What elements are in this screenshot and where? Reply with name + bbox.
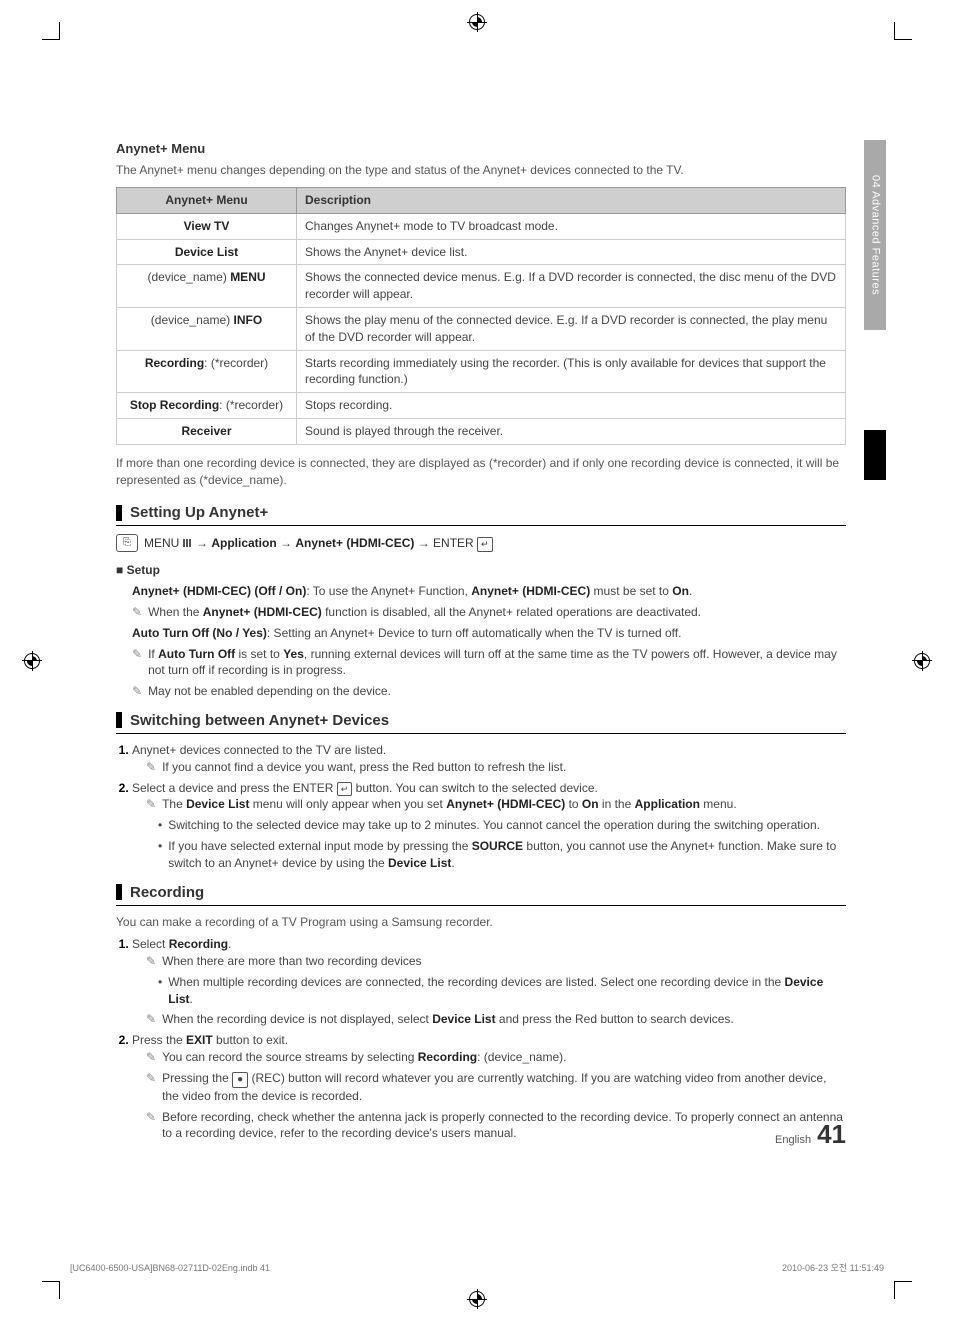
switch-tip2: The Device List menu will only appear wh… [162,796,737,813]
page-lang: English [775,1133,811,1148]
anynet-menu-desc: The Anynet+ menu changes depending on th… [116,162,846,179]
switch-b1: Switching to the selected device may tak… [168,817,820,834]
note-after-table: If more than one recording device is con… [116,455,846,489]
side-tab: 04 Advanced Features [864,140,886,330]
rec-step1: Select Recording. [132,937,231,951]
rec-tip2: When the recording device is not display… [162,1011,734,1028]
switch-step1: Anynet+ devices connected to the TV are … [132,743,386,757]
menu-path-text: MENU → Application → Anynet+ (HDMI-CEC) … [144,535,493,552]
section-switch-head: Switching between Anynet+ Devices [116,710,846,734]
setup-subhead: Setup [116,562,846,579]
rec-b1: When multiple recording devices are conn… [168,974,846,1008]
anynet-table: Anynet+ Menu Description View TVChanges … [116,187,846,445]
page-content: Anynet+ Menu The Anynet+ menu changes de… [116,140,846,1146]
table-row: Stop Recording: (*recorder)Stops recordi… [117,393,846,419]
menu-path: ⎘ MENU → Application → Anynet+ (HDMI-CEC… [116,534,846,552]
table-row: ReceiverSound is played through the rece… [117,418,846,444]
footer: [UC6400-6500-USA]BN68-02711D-02Eng.indb … [70,1262,884,1275]
switch-step2: Select a device and press the ENTER ↵ bu… [132,781,598,795]
rec-tip3: You can record the source streams by sel… [162,1049,566,1066]
remote-icon: ⎘ [116,534,138,552]
setup-tip2: If Auto Turn Off is set to Yes, running … [132,646,846,680]
switch-tip1: If you cannot find a device you want, pr… [162,759,566,776]
setup-tip3: May not be enabled depending on the devi… [132,683,846,700]
table-row: View TVChanges Anynet+ mode to TV broadc… [117,213,846,239]
setup-p1: Anynet+ (HDMI-CEC) (Off / On): To use th… [132,583,846,600]
page-number: 41 [817,1116,846,1152]
switch-steps: Anynet+ devices connected to the TV are … [132,742,846,872]
section-rec-head: Recording [116,882,846,906]
anynet-menu-title: Anynet+ Menu [116,140,846,158]
rec-steps: Select Recording. When there are more th… [132,936,846,1142]
rec-tip4: Pressing the ● (REC) button will record … [162,1070,846,1105]
switch-b2: If you have selected external input mode… [168,838,846,872]
setup-p2: Auto Turn Off (No / Yes): Setting an Any… [132,625,846,642]
th-menu: Anynet+ Menu [117,187,297,213]
page-number-wrap: English 41 [775,1116,846,1152]
footer-left: [UC6400-6500-USA]BN68-02711D-02Eng.indb … [70,1262,270,1275]
rec-tip1: When there are more than two recording d… [162,953,421,970]
section-switch-title: Switching between Anynet+ Devices [130,710,389,731]
table-row: (device_name) INFOShows the play menu of… [117,307,846,350]
setup-tip1: When the Anynet+ (HDMI-CEC) function is … [132,604,846,621]
section-setup-title: Setting Up Anynet+ [130,502,268,523]
rec-step2: Press the EXIT button to exit. [132,1033,288,1047]
footer-right: 2010-06-23 오전 11:51:49 [782,1262,884,1275]
side-black-marker [864,430,886,480]
section-setup-head: Setting Up Anynet+ [116,502,846,526]
table-row: (device_name) MENUShows the connected de… [117,265,846,308]
rec-intro: You can make a recording of a TV Program… [116,914,846,931]
table-row: Recording: (*recorder)Starts recording i… [117,350,846,393]
section-rec-title: Recording [130,882,204,903]
th-desc: Description [297,187,846,213]
rec-tip5: Before recording, check whether the ante… [162,1109,846,1143]
table-row: Device ListShows the Anynet+ device list… [117,239,846,265]
